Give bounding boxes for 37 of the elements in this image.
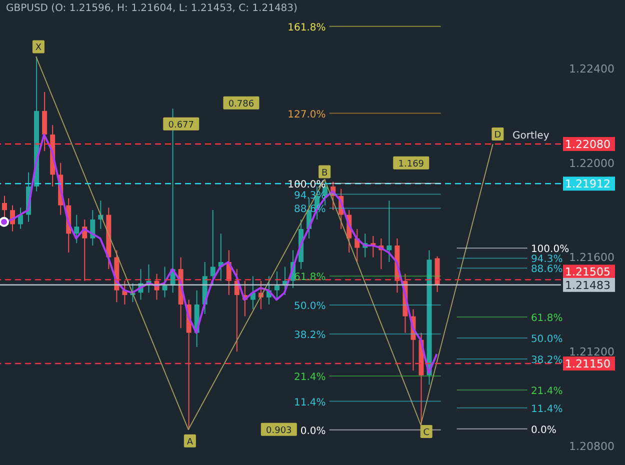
annotation: 11.4%: [294, 397, 326, 408]
annotation: 94.3%: [530, 254, 563, 266]
annotation: Gortley: [512, 130, 550, 142]
y-tick-label: 1.22400: [569, 62, 614, 76]
annotation: 0.903: [266, 426, 292, 436]
annotation: 100.0%: [530, 244, 570, 256]
ref-line-label: 1.22080: [565, 138, 610, 151]
annotation: 0.0%: [530, 424, 556, 436]
annotation: A: [186, 437, 194, 448]
annotation: 0.0%: [300, 426, 326, 437]
annotation: C: [423, 428, 430, 438]
y-tick-label: 1.20800: [569, 440, 614, 454]
ref-line-label: 1.21483: [565, 278, 610, 292]
annotation: 50.0%: [294, 300, 326, 312]
y-tick-label: 1.21600: [569, 251, 614, 264]
ref-line-label: 1.21912: [565, 178, 610, 191]
annotation: 0.786: [228, 99, 254, 110]
annotation: 0.677: [168, 120, 194, 130]
annotation: X: [35, 43, 42, 54]
annotation: 161.8%: [288, 22, 326, 34]
annotation: B: [321, 168, 328, 178]
annotation: 38.2%: [294, 330, 326, 341]
annotation: 11.4%: [530, 404, 563, 415]
annotation: 88.6%: [530, 264, 563, 276]
annotation: 38.2%: [530, 355, 563, 366]
chart-title: GBPUSD (O: 1.21596, H: 1.21604, L: 1.21453, C: 1.21483): [6, 3, 298, 14]
annotation: 50.0%: [530, 334, 563, 346]
annotation: 61.8%: [530, 313, 563, 324]
annotation: 127.0%: [288, 109, 326, 120]
annotation: 21.4%: [530, 386, 563, 397]
annotation: 21.4%: [294, 372, 326, 384]
annotation: D: [494, 130, 502, 141]
ref-line-label: 1.21150: [565, 358, 610, 371]
y-tick-label: 1.21200: [569, 346, 614, 359]
annotation: 1.169: [398, 159, 424, 170]
ref-line-label: 1.21505: [565, 266, 610, 279]
y-tick-label: 1.22000: [569, 156, 614, 170]
